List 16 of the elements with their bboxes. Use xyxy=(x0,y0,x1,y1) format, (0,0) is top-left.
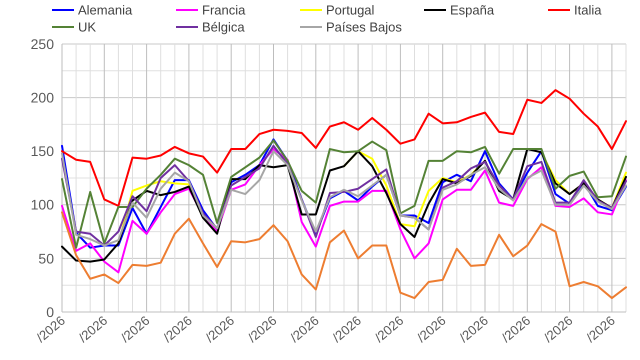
legend-label: Italia xyxy=(574,2,602,18)
legend-label: Países Bajos xyxy=(326,20,402,35)
line-series xyxy=(61,211,627,300)
legend-label: Bélgica xyxy=(202,20,246,35)
legend-label: Portugal xyxy=(326,2,375,18)
legend-label: Alemania xyxy=(78,2,133,18)
y-tick-label: 250 xyxy=(30,36,54,52)
y-tick-label: 150 xyxy=(30,143,54,160)
line-series xyxy=(61,89,627,207)
y-tick-label: 200 xyxy=(30,90,54,106)
legend-label: UK xyxy=(78,20,96,35)
legend-label: España xyxy=(450,2,495,18)
y-tick-label: 100 xyxy=(30,196,54,213)
y-tick-label: 0 xyxy=(46,304,54,320)
legend-label: Francia xyxy=(202,2,246,18)
y-tick-label: 50 xyxy=(38,250,54,266)
